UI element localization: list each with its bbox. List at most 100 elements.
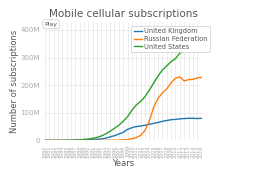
United Kingdom (130, 127, 134, 129)
Russian Federation (161, 92, 164, 94)
United States (135, 104, 138, 106)
United Kingdom (169, 119, 173, 121)
Line: United States: United States (45, 31, 202, 140)
United States (148, 89, 151, 91)
Russian Federation (191, 78, 195, 80)
United Kingdom (56, 139, 60, 141)
Russian Federation (113, 139, 116, 141)
Text: Play: Play (45, 22, 58, 27)
United States (69, 139, 73, 141)
United Kingdom (113, 135, 116, 137)
Russian Federation (135, 137, 138, 139)
United Kingdom (82, 139, 86, 141)
United Kingdom (87, 139, 90, 141)
United Kingdom (195, 118, 199, 120)
Russian Federation (130, 138, 134, 140)
United Kingdom (187, 117, 190, 119)
United States (82, 138, 86, 141)
Russian Federation (148, 120, 151, 122)
Y-axis label: Number of subscriptions: Number of subscriptions (10, 29, 19, 133)
United States (178, 52, 181, 54)
United States (52, 139, 55, 141)
United States (87, 138, 90, 140)
United Kingdom (161, 120, 164, 122)
Russian Federation (69, 139, 73, 141)
United States (195, 34, 199, 36)
United Kingdom (148, 123, 151, 125)
Russian Federation (91, 139, 94, 141)
United Kingdom (139, 125, 142, 127)
Russian Federation (200, 76, 203, 78)
Russian Federation (48, 139, 51, 141)
United States (183, 50, 186, 53)
United States (108, 130, 112, 132)
United States (78, 139, 81, 141)
United Kingdom (78, 139, 81, 141)
United States (104, 133, 108, 135)
United Kingdom (126, 128, 129, 130)
United States (122, 120, 125, 122)
United Kingdom (122, 131, 125, 133)
United Kingdom (191, 117, 195, 119)
United Kingdom (108, 136, 112, 138)
Title: Mobile cellular subscriptions: Mobile cellular subscriptions (49, 9, 198, 19)
United States (43, 139, 46, 141)
Legend: United Kingdom, Russian Federation, United States: United Kingdom, Russian Federation, Unit… (131, 26, 210, 52)
United States (191, 41, 195, 43)
United Kingdom (152, 122, 155, 124)
United Kingdom (69, 139, 73, 141)
United Kingdom (48, 139, 51, 141)
United States (143, 96, 147, 98)
Russian Federation (78, 139, 81, 141)
United Kingdom (95, 138, 99, 140)
Russian Federation (95, 139, 99, 141)
United States (74, 139, 77, 141)
United Kingdom (43, 139, 46, 141)
Russian Federation (82, 139, 86, 141)
Russian Federation (195, 77, 199, 79)
United States (130, 109, 134, 111)
Russian Federation (100, 139, 103, 141)
United States (95, 136, 99, 138)
United States (126, 116, 129, 118)
Russian Federation (104, 139, 108, 141)
United Kingdom (65, 139, 68, 141)
Russian Federation (108, 139, 112, 141)
Russian Federation (165, 88, 169, 90)
Russian Federation (139, 134, 142, 136)
Russian Federation (87, 139, 90, 141)
United States (165, 65, 169, 67)
Russian Federation (56, 139, 60, 141)
Russian Federation (117, 139, 120, 141)
United Kingdom (135, 125, 138, 128)
Russian Federation (65, 139, 68, 141)
United States (65, 139, 68, 141)
United Kingdom (174, 118, 177, 120)
United States (60, 139, 64, 141)
United States (48, 139, 51, 141)
Line: United Kingdom: United Kingdom (45, 118, 202, 140)
United States (139, 100, 142, 103)
Russian Federation (43, 139, 46, 141)
Russian Federation (174, 77, 177, 79)
United States (200, 30, 203, 32)
United Kingdom (74, 139, 77, 141)
United Kingdom (178, 118, 181, 120)
United Kingdom (60, 139, 64, 141)
United States (56, 139, 60, 141)
United Kingdom (143, 124, 147, 126)
United States (100, 135, 103, 137)
United Kingdom (117, 133, 120, 135)
Russian Federation (74, 139, 77, 141)
United States (117, 124, 120, 126)
United States (174, 58, 177, 60)
Russian Federation (183, 80, 186, 82)
Russian Federation (60, 139, 64, 141)
Russian Federation (122, 139, 125, 141)
Russian Federation (169, 82, 173, 84)
Russian Federation (178, 76, 181, 78)
United Kingdom (200, 117, 203, 119)
United States (152, 82, 155, 84)
United States (187, 47, 190, 49)
United Kingdom (104, 137, 108, 139)
